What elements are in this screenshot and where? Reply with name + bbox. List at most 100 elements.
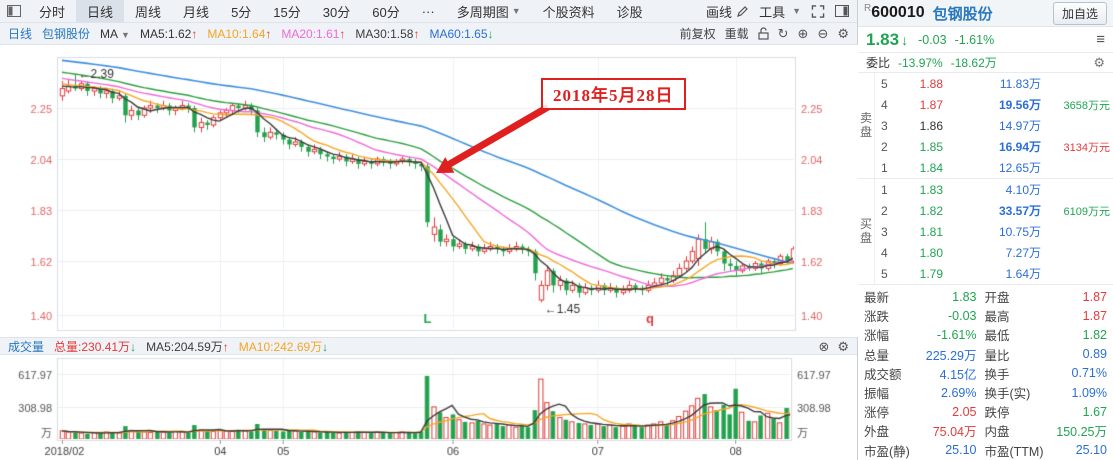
pencil-icon bbox=[737, 5, 748, 17]
main-chart-pane: 2018年5月28日 bbox=[0, 45, 858, 337]
buy-row-5[interactable]: 5 1.79 1.64万 bbox=[875, 263, 1113, 284]
price-row: 1.83 ↓ -0.03 -1.61% ≡ bbox=[858, 27, 1113, 53]
tab-5min[interactable]: 5分 bbox=[231, 4, 252, 20]
ma-selector[interactable]: MA ▼ bbox=[100, 27, 130, 41]
level: 2 bbox=[881, 203, 888, 218]
volume-total: 总量:230.41万↓ bbox=[54, 339, 137, 354]
buy-row-2[interactable]: 2 1.82 33.57万 6109万元 bbox=[875, 200, 1113, 221]
volume-header: 成交量 总量:230.41万↓ MA5:204.59万↑ MA10:242.69… bbox=[0, 337, 857, 355]
ma30-value: MA30:1.58↑ bbox=[355, 26, 420, 41]
tab-weekly[interactable]: 周线 bbox=[135, 4, 162, 20]
quote-panel: R 600010 包钢股份 加自选 1.83 ↓ -0.03 -1.61% ≡ … bbox=[858, 0, 1113, 460]
tab-monthly[interactable]: 月线 bbox=[183, 4, 210, 20]
refresh-icon[interactable]: ↻ bbox=[777, 26, 789, 41]
stat-row: 涨停 2.05 跌停 1.67 bbox=[864, 404, 1107, 421]
tab-15min[interactable]: 15分 bbox=[273, 4, 301, 20]
tools-label: 工具 bbox=[759, 4, 786, 20]
period-label[interactable]: 日线 bbox=[8, 27, 33, 41]
level: 2 bbox=[881, 139, 888, 154]
ma10-value: MA10:1.64↑ bbox=[207, 26, 272, 41]
add-watchlist-button[interactable]: 加自选 bbox=[1052, 1, 1107, 25]
volume-header-icons: ⊗ ⚙ bbox=[818, 340, 849, 353]
zoom-in-icon[interactable]: ⊕ bbox=[797, 26, 809, 41]
sell-orders: 卖盘 5 1.88 11.83万 4 1.87 19.56万 3658万元 3 bbox=[858, 73, 1113, 179]
sidebar-toggle-icon[interactable] bbox=[835, 5, 849, 17]
level: 5 bbox=[881, 76, 888, 91]
buy-row-3[interactable]: 3 1.81 10.75万 bbox=[875, 221, 1113, 242]
multi-period-label: 多周期图 bbox=[456, 4, 509, 20]
buy-row-4[interactable]: 4 1.80 7.27万 bbox=[875, 242, 1113, 263]
volume: 10.75万 bbox=[998, 225, 1041, 239]
multi-period-button[interactable]: 多周期图 ▼ bbox=[446, 0, 532, 22]
volume-chart[interactable] bbox=[0, 355, 857, 460]
draw-line-button[interactable]: 画线 bbox=[706, 2, 749, 21]
list-menu-icon[interactable]: ≡ bbox=[1096, 31, 1105, 48]
level: 5 bbox=[881, 266, 888, 281]
level: 1 bbox=[881, 182, 888, 197]
buy-side-label: 买盘 bbox=[858, 179, 875, 284]
sell-row-1[interactable]: 1 1.84 12.65万 bbox=[875, 157, 1113, 178]
ma-toolbar: 日线 包钢股份 MA ▼ MA5:1.62↑ MA10:1.64↑ MA20:1.… bbox=[0, 23, 857, 45]
tab-30min[interactable]: 30分 bbox=[322, 4, 351, 20]
period-toolbar: 分时 日线 周线 月线 5分 15分 30分 60分 ··· 多周期图 ▼ 个股资… bbox=[0, 0, 857, 23]
price: 1.87 bbox=[919, 97, 943, 112]
diagnose-button[interactable]: 诊股 bbox=[616, 4, 643, 20]
stock-name[interactable]: 包钢股份 bbox=[932, 5, 993, 23]
reload-button[interactable]: 重载 bbox=[724, 27, 749, 41]
stock-name-link[interactable]: 包钢股份 bbox=[42, 27, 91, 41]
price: 1.79 bbox=[919, 266, 943, 281]
zoom-out-icon[interactable]: ⊖ bbox=[817, 26, 829, 41]
settings-gear-icon[interactable]: ⚙ bbox=[1093, 54, 1105, 70]
level: 4 bbox=[881, 97, 888, 112]
stock-code: 600010 bbox=[871, 4, 925, 21]
stat-row: 总量 225.29万 量比 0.89 bbox=[864, 347, 1107, 363]
ma20-value: MA20:1.61↑ bbox=[281, 26, 346, 41]
stat-row: 市盈(静) 25.10 市盈(TTM) 25.10 bbox=[864, 443, 1107, 459]
settings-gear-icon[interactable]: ⚙ bbox=[837, 26, 849, 41]
adjust-mode-button[interactable]: 前复权 bbox=[679, 27, 716, 41]
volume: 19.56万 bbox=[998, 98, 1041, 112]
unlock-icon[interactable] bbox=[758, 27, 769, 40]
sell-row-5[interactable]: 5 1.88 11.83万 bbox=[875, 73, 1113, 94]
draw-line-label: 画线 bbox=[706, 4, 733, 20]
stat-row: 外盘 75.04万 内盘 150.25万 bbox=[864, 425, 1107, 440]
chevron-down-icon: ▼ bbox=[121, 29, 130, 40]
volume: 16.94万 bbox=[998, 140, 1041, 154]
level: 3 bbox=[881, 224, 888, 239]
main-candlestick-chart[interactable] bbox=[0, 45, 858, 337]
buy-orders: 买盘 1 1.83 4.10万 2 1.82 33.57万 6109万元 3 1 bbox=[858, 179, 1113, 285]
ma-selector-label: MA bbox=[100, 26, 119, 41]
chevron-down-icon: ▼ bbox=[792, 6, 801, 16]
close-icon[interactable]: ⊗ bbox=[818, 338, 830, 354]
tools-button[interactable]: 工具 ▼ bbox=[759, 2, 801, 21]
layout-panel-icon[interactable] bbox=[0, 0, 28, 22]
fullscreen-icon[interactable] bbox=[811, 4, 825, 18]
volume-ma10: MA10:242.69万↓ bbox=[238, 339, 329, 354]
settings-gear-icon[interactable]: ⚙ bbox=[837, 338, 849, 354]
weibi-row: 委比 -13.97% -18.62万 ⚙ bbox=[858, 53, 1113, 73]
sell-row-3[interactable]: 3 1.86 14.97万 bbox=[875, 115, 1113, 136]
volume-title[interactable]: 成交量 bbox=[8, 339, 45, 354]
stat-row: 最新 1.83 开盘 1.87 bbox=[864, 289, 1107, 306]
amount: 6109万元 bbox=[1063, 205, 1110, 218]
tab-timeshare[interactable]: 分时 bbox=[39, 4, 66, 20]
sell-row-4[interactable]: 4 1.87 19.56万 3658万元 bbox=[875, 94, 1113, 115]
last-price: 1.83 bbox=[866, 29, 900, 49]
buy-row-1[interactable]: 1 1.83 4.10万 bbox=[875, 179, 1113, 200]
volume: 4.10万 bbox=[1005, 183, 1041, 197]
level: 3 bbox=[881, 118, 888, 133]
stats-grid: 最新 1.83 开盘 1.87 涨跌 -0.03 最高 1.87 涨幅 -1.61% 最低… bbox=[858, 285, 1113, 460]
sell-row-2[interactable]: 2 1.85 16.94万 3134万元 bbox=[875, 136, 1113, 157]
date-callout: 2018年5月28日 bbox=[541, 78, 686, 110]
volume: 12.65万 bbox=[998, 161, 1041, 175]
price-change-pct: -1.61% bbox=[954, 32, 995, 47]
ma5-value: MA5:1.62↑ bbox=[139, 26, 198, 41]
more-periods-button[interactable]: ··· bbox=[421, 3, 435, 19]
stock-info-button[interactable]: 个股资料 bbox=[542, 4, 595, 20]
amount: 3134万元 bbox=[1063, 141, 1110, 154]
stat-row: 涨幅 -1.61% 最低 1.82 bbox=[864, 327, 1107, 344]
tab-daily[interactable]: 日线 bbox=[76, 0, 125, 22]
stat-row: 振幅 2.69% 换手(实) 1.09% bbox=[864, 385, 1107, 402]
tab-60min[interactable]: 60分 bbox=[372, 4, 400, 20]
